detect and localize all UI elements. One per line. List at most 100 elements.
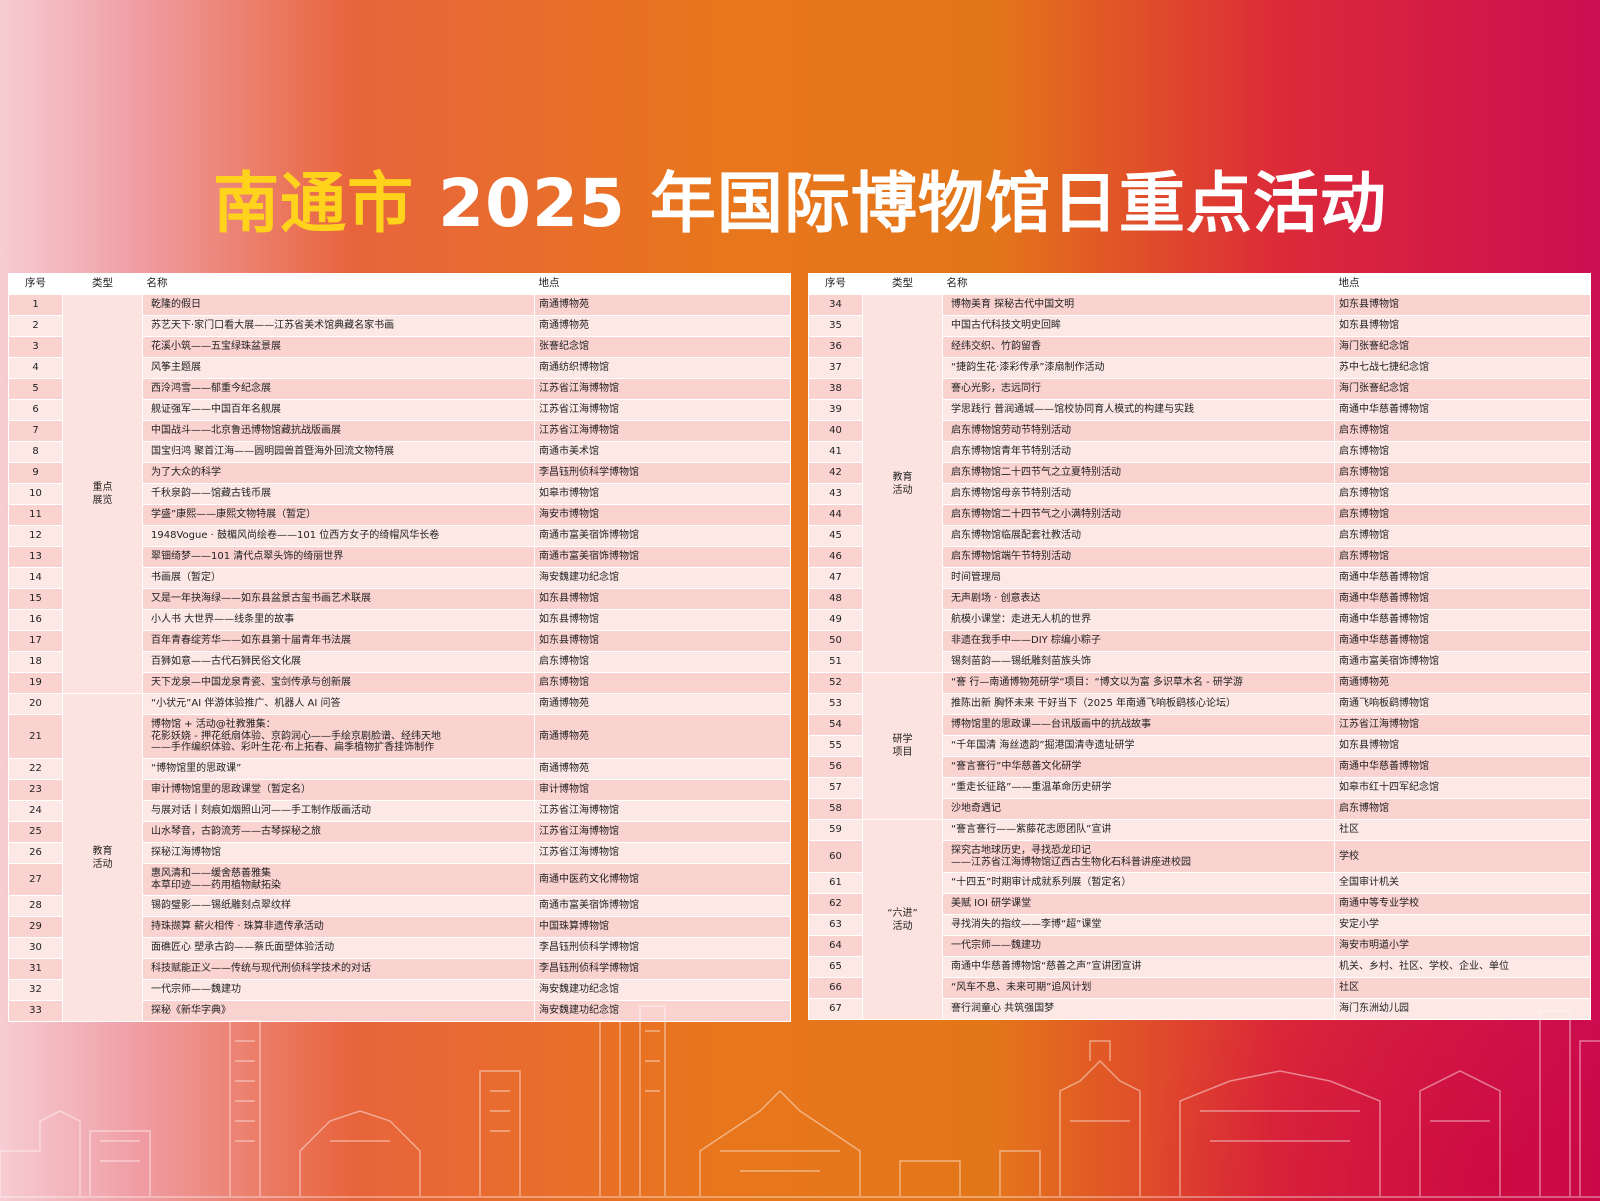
table-row: 8 国宝归鸿 聚首江海——圆明园兽首暨海外回流文物特展 南通市美术馆 bbox=[8, 441, 791, 463]
activity-name: 无声剧场 · 创意表达 bbox=[942, 588, 1335, 610]
table-row: 29 持珠撷算 薪火相传 · 珠算非遗传承活动 中国珠算博物馆 bbox=[8, 916, 791, 938]
table-row: 47 时间管理局 南通中华慈善博物馆 bbox=[808, 567, 1591, 589]
type-label-line: 重点 bbox=[92, 482, 113, 493]
activity-place: 南通市富美宿饰博物馆 bbox=[534, 895, 791, 917]
activity-name: 学盛”康熙——康熙文物特展（暂定） bbox=[142, 504, 535, 526]
row-number: 67 bbox=[808, 998, 863, 1020]
table-row: 31 科技赋能正义——传统与现代刑侦科学技术的对话 李昌钰刑侦科学博物馆 bbox=[8, 958, 791, 980]
activity-name: 为了大众的科学 bbox=[142, 462, 535, 484]
row-number: 28 bbox=[8, 895, 63, 917]
activity-name: 小人书 大世界——线条里的故事 bbox=[142, 609, 535, 631]
activity-place: 南通中华慈善博物馆 bbox=[1334, 630, 1591, 652]
activity-place: 启东博物馆 bbox=[1334, 504, 1591, 526]
row-number: 64 bbox=[808, 935, 863, 957]
activity-name: 百狮如意——古代石狮民俗文化展 bbox=[142, 651, 535, 673]
activity-name: 启东博物馆临展配套社教活动 bbox=[942, 525, 1335, 547]
table-row: 59 “六进” 活动 “謇言謇行——紫藤花志愿团队”宣讲 社区 bbox=[808, 819, 1591, 1020]
activity-place: 南通博物苑 bbox=[534, 294, 791, 316]
activity-name: 启东博物馆端午节特别活动 bbox=[942, 546, 1335, 568]
row-number: 18 bbox=[8, 651, 63, 673]
activity-place: 启东博物馆 bbox=[1334, 441, 1591, 463]
table-row: 11 学盛”康熙——康熙文物特展（暂定） 海安市博物馆 bbox=[8, 504, 791, 526]
activity-place: 如东县博物馆 bbox=[1334, 735, 1591, 757]
table-row: 33 探秘《新华字典》 海安魏建功纪念馆 bbox=[8, 1000, 791, 1022]
table-row: 53 推陈出新 胸怀未来 干好当下（2025 年南通飞响板鹞核心论坛） 南通飞响板鹞… bbox=[808, 693, 1591, 715]
activity-name: 中国古代科技文明史回眸 bbox=[942, 315, 1335, 337]
activity-place: 南通市美术馆 bbox=[534, 441, 791, 463]
activity-name-line: 博物馆 + 活动@社教雅集： bbox=[151, 719, 276, 731]
activity-name: 面礁匠心 塑承古韵——蔡氏面塑体验活动 bbox=[142, 937, 535, 959]
activity-name: 启东博物馆二十四节气之立夏特别活动 bbox=[942, 462, 1335, 484]
header-name: 名称 bbox=[142, 273, 535, 295]
header-type: 类型 bbox=[862, 273, 943, 295]
table-row: 16 小人书 大世界——线条里的故事 如东县博物馆 bbox=[8, 609, 791, 631]
activity-name: 持珠撷算 薪火相传 · 珠算非遗传承活动 bbox=[142, 916, 535, 938]
table-row: 66 “风车不息、未来可期”追风计划 社区 bbox=[808, 977, 1591, 999]
activity-place: 江苏省江海博物馆 bbox=[1334, 714, 1591, 736]
row-number: 57 bbox=[808, 777, 863, 799]
row-number: 11 bbox=[8, 504, 63, 526]
activity-place: 海安魏建功纪念馆 bbox=[534, 979, 791, 1001]
activity-name: 天下龙泉—中国龙泉青瓷、宝剑传承与创新展 bbox=[142, 672, 535, 694]
activity-place: 海安市博物馆 bbox=[534, 504, 791, 526]
row-number: 12 bbox=[8, 525, 63, 547]
activity-name: 博物美育 探秘古代中国文明 bbox=[942, 294, 1335, 316]
table-row: 37 “捷韵生花·漆彩传承”漆扇制作活动 苏中七战七捷纪念馆 bbox=[808, 357, 1591, 379]
row-number: 22 bbox=[8, 758, 63, 780]
row-number: 48 bbox=[808, 588, 863, 610]
table-row: 55 “千年国清 海丝遗韵”掘港国清寺遗址研学 如东县博物馆 bbox=[808, 735, 1591, 757]
activity-name: 謇心光影，志远同行 bbox=[942, 378, 1335, 400]
activity-name: 一代宗师——魏建功 bbox=[942, 935, 1335, 957]
activity-place: 江苏省江海博物馆 bbox=[534, 842, 791, 864]
activity-place: 启东博物馆 bbox=[534, 651, 791, 673]
title-rest: 2025 年国际博物馆日重点活动 bbox=[414, 165, 1387, 242]
activity-place: 江苏省江海博物馆 bbox=[534, 420, 791, 442]
activity-place: 审计博物馆 bbox=[534, 779, 791, 801]
table-row: 38 謇心光影，志远同行 海门张謇纪念馆 bbox=[808, 378, 1591, 400]
table-row: 21 博物馆 + 活动@社教雅集： 花影妖娆 - 押花纸扇体验、京韵润心——手绘京剧… bbox=[8, 714, 791, 759]
header-place: 地点 bbox=[534, 273, 791, 295]
activity-place: 李昌钰刑侦科学博物馆 bbox=[534, 958, 791, 980]
row-number: 8 bbox=[8, 441, 63, 463]
table-row: 42 启东博物馆二十四节气之立夏特别活动 启东博物馆 bbox=[808, 462, 1591, 484]
activity-place: 海安市明道小学 bbox=[1334, 935, 1591, 957]
activity-name: “博物馆里的思政课” bbox=[142, 758, 535, 780]
row-number: 43 bbox=[808, 483, 863, 505]
activity-name: 南通中华慈善博物馆“慈善之声”宣讲团宣讲 bbox=[942, 956, 1335, 978]
row-number: 36 bbox=[808, 336, 863, 358]
table-row: 1 重点 展览 乾隆的假日 南通博物苑 bbox=[8, 294, 791, 694]
activity-place: 南通中华慈善博物馆 bbox=[1334, 756, 1591, 778]
activity-name: 启东博物馆青年节特别活动 bbox=[942, 441, 1335, 463]
row-number: 54 bbox=[808, 714, 863, 736]
row-number: 23 bbox=[8, 779, 63, 801]
activity-name: “謇言謇行”中华慈善文化研学 bbox=[942, 756, 1335, 778]
table-row: 23 审计博物馆里的思政课堂（暂定名） 审计博物馆 bbox=[8, 779, 791, 801]
activity-place: 中国珠算博物馆 bbox=[534, 916, 791, 938]
table-row: 50 非遗在我手中——DIY 棕编小粽子 南通中华慈善博物馆 bbox=[808, 630, 1591, 652]
activity-place: 南通中等专业学校 bbox=[1334, 893, 1591, 915]
table-row: 62 美赋 IOI 研学课堂 南通中等专业学校 bbox=[808, 893, 1591, 915]
row-number: 32 bbox=[8, 979, 63, 1001]
row-type: “六进” 活动 bbox=[862, 819, 943, 1020]
activity-place: 江苏省江海博物馆 bbox=[534, 821, 791, 843]
activity-name: “小状元”AI 伴游体验推广、机器人 AI 问答 bbox=[142, 693, 535, 715]
activity-place: 南通中华慈善博物馆 bbox=[1334, 567, 1591, 589]
table-row: 52 研学 项目 “謇 行—南通博物苑研学“项目：“博文以为富 多识草木名 - 研学游… bbox=[808, 672, 1591, 820]
activity-name: 乾隆的假日 bbox=[142, 294, 535, 316]
activity-place: 苏中七战七捷纪念馆 bbox=[1334, 357, 1591, 379]
row-number: 66 bbox=[808, 977, 863, 999]
activity-place: 启东博物馆 bbox=[1334, 483, 1591, 505]
activity-place: 如东县博物馆 bbox=[1334, 315, 1591, 337]
activity-name: 翠钿绮梦——101 清代点翠头饰的绮丽世界 bbox=[142, 546, 535, 568]
activity-name-line: ——手作编织体验、彩叶生花·布上拓春、扁季植物扩香挂饰制作 bbox=[151, 742, 435, 754]
table-row: 56 “謇言謇行”中华慈善文化研学 南通中华慈善博物馆 bbox=[808, 756, 1591, 778]
table-row: 58 沙地奇遇记 启东博物馆 bbox=[808, 798, 1591, 820]
activity-place: 启东博物馆 bbox=[1334, 525, 1591, 547]
row-number: 53 bbox=[808, 693, 863, 715]
row-number: 47 bbox=[808, 567, 863, 589]
row-number: 16 bbox=[8, 609, 63, 631]
activity-place: 如东县博物馆 bbox=[534, 630, 791, 652]
activity-name: “謇言謇行——紫藤花志愿团队”宣讲 bbox=[942, 819, 1335, 841]
type-label-line: 活动 bbox=[92, 858, 113, 870]
activity-name: 经纬交织、竹韵留香 bbox=[942, 336, 1335, 358]
